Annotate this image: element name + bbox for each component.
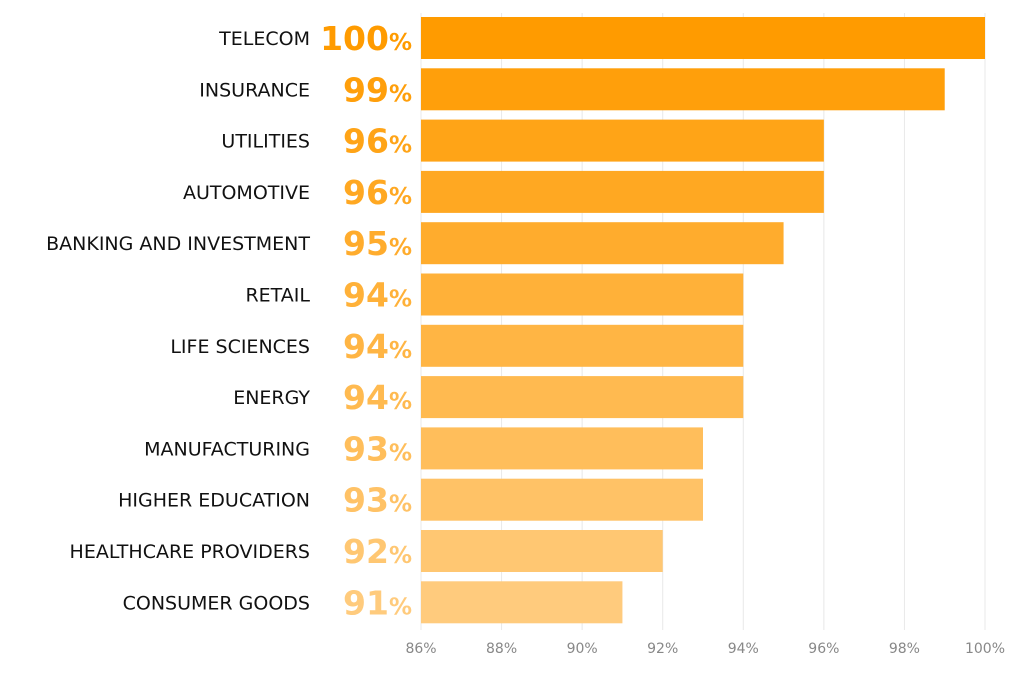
x-tick-label: 92%	[647, 641, 678, 657]
category-label: MANUFACTURING	[144, 438, 310, 460]
value-label: 91%	[343, 583, 412, 622]
x-tick-label: 98%	[889, 641, 920, 657]
category-label: AUTOMOTIVE	[183, 182, 310, 204]
category-label: HIGHER EDUCATION	[118, 490, 310, 512]
bar	[421, 222, 784, 265]
category-label: HEALTHCARE PROVIDERS	[70, 541, 310, 563]
value-label: 93%	[343, 481, 412, 520]
value-label: 94%	[343, 327, 412, 366]
bar	[421, 478, 703, 521]
category-label: UTILITIES	[221, 131, 310, 153]
x-tick-label: 94%	[728, 641, 759, 657]
category-label: LIFE SCIENCES	[170, 336, 310, 358]
bar	[421, 581, 623, 624]
x-tick-label: 100%	[965, 641, 1005, 657]
category-label: RETAIL	[245, 285, 310, 307]
x-tick-label: 88%	[486, 641, 517, 657]
x-tick-label: 90%	[567, 641, 598, 657]
x-tick-label: 86%	[405, 641, 436, 657]
value-label: 96%	[343, 122, 412, 161]
value-label: 94%	[343, 378, 412, 417]
value-label: 94%	[343, 276, 412, 315]
category-label: ENERGY	[233, 387, 310, 409]
category-label: TELECOM	[218, 28, 310, 50]
category-label: INSURANCE	[199, 79, 310, 101]
bar	[421, 427, 703, 470]
value-label: 92%	[343, 532, 412, 571]
category-label: CONSUMER GOODS	[123, 592, 310, 614]
value-label: 95%	[343, 224, 412, 263]
category-label: BANKING AND INVESTMENT	[46, 233, 310, 255]
value-label: 93%	[343, 429, 412, 468]
bar	[421, 170, 824, 213]
value-label: 100%	[320, 19, 412, 58]
bar	[421, 68, 945, 111]
bar	[421, 273, 744, 316]
bar	[421, 17, 985, 59]
bar	[421, 376, 744, 419]
value-label: 96%	[343, 173, 412, 212]
x-tick-label: 96%	[808, 641, 839, 657]
bar	[421, 119, 824, 162]
bar	[421, 324, 744, 367]
value-label: 99%	[343, 70, 412, 109]
bar	[421, 530, 663, 572]
